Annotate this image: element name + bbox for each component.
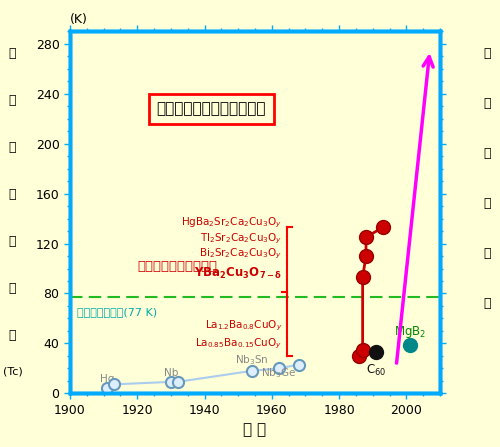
Text: 超伝導物質の最高転移温度: 超伝導物質の最高転移温度 (156, 101, 266, 116)
Text: La$_{1.2}$Ba$_{0.8}$CuO$_y$: La$_{1.2}$Ba$_{0.8}$CuO$_y$ (204, 319, 282, 333)
Text: $\mathbf{YBa_2Cu_3O_{7-\delta}}$: $\mathbf{YBa_2Cu_3O_{7-\delta}}$ (194, 266, 282, 281)
Text: 度: 度 (9, 329, 16, 342)
Text: 銅酸化物高温超伝導体: 銅酸化物高温超伝導体 (138, 260, 218, 273)
Text: 伝: 伝 (9, 94, 16, 107)
Text: HgBa$_2$Sr$_2$Ca$_2$Cu$_3$O$_y$: HgBa$_2$Sr$_2$Ca$_2$Cu$_3$O$_y$ (181, 215, 282, 229)
Text: Nb$_3$Ge: Nb$_3$Ge (261, 366, 296, 380)
Text: 導: 導 (484, 247, 491, 261)
Text: 体: 体 (484, 297, 491, 311)
Text: 伝: 伝 (484, 197, 491, 211)
Text: Nb: Nb (164, 368, 178, 378)
Text: Hg: Hg (100, 375, 114, 384)
Text: 導: 導 (9, 141, 16, 154)
Text: La$_{0.85}$Ba$_{0.15}$CuO$_y$: La$_{0.85}$Ba$_{0.15}$CuO$_y$ (195, 336, 282, 350)
Text: 移: 移 (9, 235, 16, 248)
Text: (Tc): (Tc) (2, 366, 22, 376)
Text: MgB$_2$: MgB$_2$ (394, 324, 426, 340)
Text: (K): (K) (70, 13, 88, 26)
Text: 超: 超 (9, 47, 16, 60)
Text: 温: 温 (9, 282, 16, 295)
Text: Bi$_2$Sr$_2$Ca$_2$Cu$_3$O$_y$: Bi$_2$Sr$_2$Ca$_2$Cu$_3$O$_y$ (199, 246, 282, 261)
X-axis label: 年 代: 年 代 (244, 422, 266, 437)
Text: 超: 超 (484, 147, 491, 160)
Text: 温: 温 (484, 97, 491, 110)
Text: C$_{60}$: C$_{60}$ (366, 363, 386, 379)
Text: 窒素の液化温度(77 K): 窒素の液化温度(77 K) (76, 307, 157, 317)
Text: 高: 高 (484, 47, 491, 60)
Text: 転: 転 (9, 188, 16, 201)
Text: Tl$_2$Sr$_2$Ca$_2$Cu$_3$O$_y$: Tl$_2$Sr$_2$Ca$_2$Cu$_3$O$_y$ (200, 232, 282, 246)
Text: Nb$_3$Sn: Nb$_3$Sn (235, 353, 268, 367)
